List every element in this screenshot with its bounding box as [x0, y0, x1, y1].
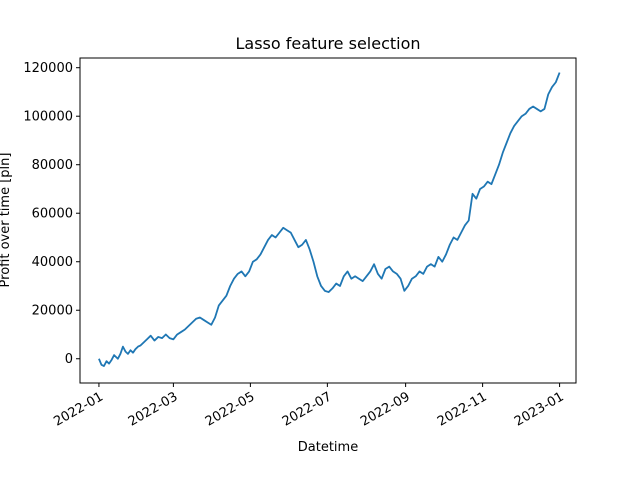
x-axis: 2022-01 2022-03 2022-05 2022-07 2022-09 2022-… — [51, 383, 567, 430]
x-tick-label: 2022-01 — [51, 389, 106, 429]
y-axis: 0 20000 40000 60000 80000 100000 120000 — [23, 61, 80, 367]
y-tick-label: 0 — [65, 352, 73, 367]
x-axis-label: Datetime — [298, 440, 358, 455]
y-tick-label: 20000 — [32, 304, 73, 319]
x-tick-label: 2022-11 — [435, 389, 490, 429]
y-tick-label: 80000 — [32, 158, 73, 173]
x-tick-label: 2022-05 — [203, 389, 258, 429]
profit-line — [98, 72, 561, 367]
y-axis-label: Profit over time [pln] — [0, 153, 13, 288]
y-tick-label: 60000 — [32, 207, 73, 222]
plot-frame — [79, 57, 577, 384]
y-tick-label: 100000 — [23, 110, 73, 125]
x-tick-label: 2022-03 — [126, 389, 181, 429]
x-tick-label: 2022-07 — [280, 389, 335, 429]
x-tick-label: 2023-01 — [512, 389, 567, 429]
y-tick-label: 40000 — [32, 255, 73, 270]
chart-title: Lasso feature selection — [235, 34, 420, 53]
y-tick-label: 120000 — [23, 61, 73, 76]
x-tick-label: 2022-09 — [358, 389, 413, 429]
